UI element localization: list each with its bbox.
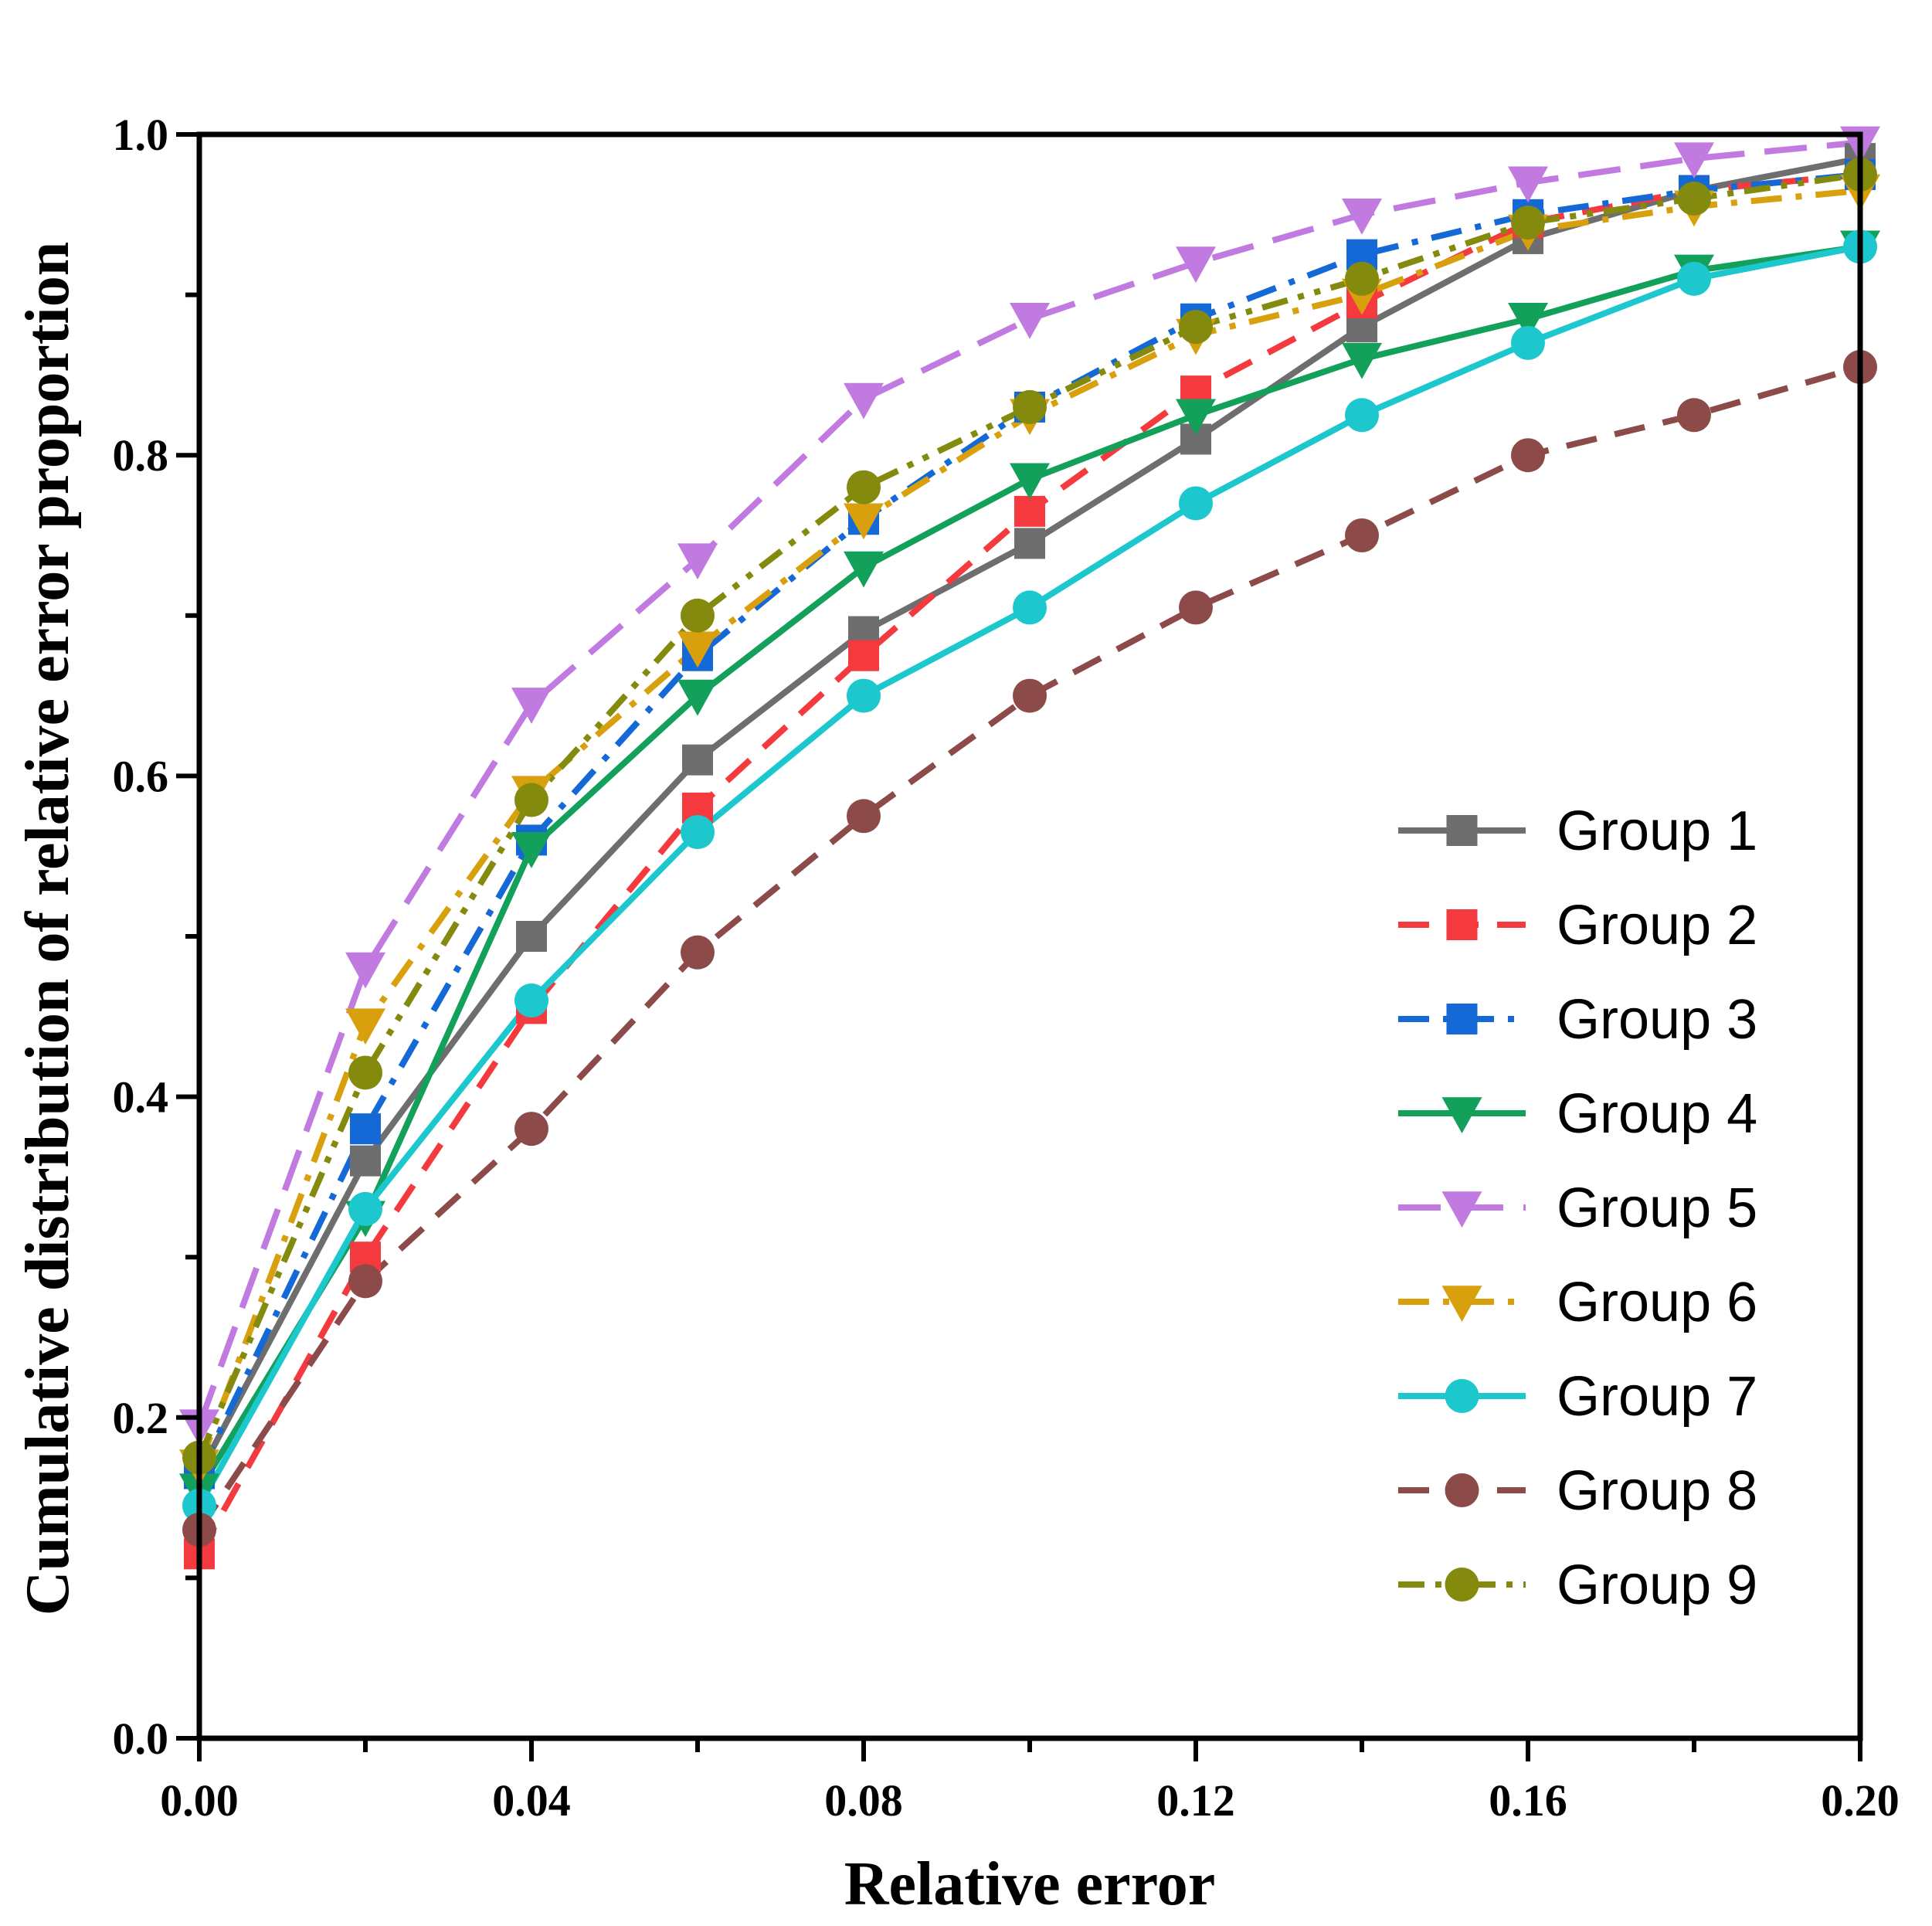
data-point-group-9 [681,598,715,633]
data-point-group-1 [350,1145,381,1177]
data-point-group-8 [1013,678,1047,713]
data-point-group-7 [1179,486,1213,521]
y-tick-label: 1.0 [113,110,169,160]
data-point-group-5 [1342,199,1382,235]
legend-marker-group-1 [1446,815,1478,846]
data-point-group-7 [348,1191,382,1226]
data-point-group-7 [1511,325,1545,360]
data-point-group-9 [1677,182,1711,216]
legend-marker-group-4 [1441,1097,1482,1133]
x-tick-label: 0.08 [824,1775,903,1826]
data-point-group-9 [847,470,881,504]
data-point-group-9 [1013,389,1047,424]
y-tick-label: 0.2 [113,1393,169,1443]
y-tick-label: 0.6 [113,751,169,801]
data-point-group-9 [1179,310,1213,345]
data-point-group-4 [677,679,718,716]
data-point-group-5 [1176,246,1216,284]
series-markers [179,126,1880,1570]
data-point-group-9 [514,783,548,817]
data-point-group-5 [1674,142,1714,179]
data-point-group-1 [516,921,547,952]
x-tick-label: 0.00 [160,1775,239,1826]
legend-label: Group 9 [1557,1554,1757,1616]
legend-marker-group-5 [1441,1191,1482,1228]
y-tick-label: 0.4 [113,1072,169,1123]
axes: 0.00 0.04 0.08 0.12 0.16 0.20 0.0 0.2 0.4 0.6 0.8 1… [113,110,1900,1826]
data-point-group-6 [345,1008,385,1045]
data-point-group-9 [348,1055,382,1090]
data-point-group-4 [1176,399,1216,436]
data-point-group-7 [1677,261,1711,296]
legend-label: Group 8 [1557,1460,1757,1522]
data-point-group-6 [844,503,884,540]
data-point-group-6 [677,631,718,668]
legend-marker-group-7 [1445,1379,1479,1413]
legend: Group 1 Group 2 Group 3 Group 4 Group 5 Group… [1398,800,1757,1616]
y-tick-label: 0.8 [113,430,169,481]
data-point-group-8 [1511,438,1545,473]
legend-label: Group 4 [1557,1083,1757,1145]
series-line-group-5 [196,139,1861,1427]
data-point-group-5 [844,382,884,420]
data-point-group-5 [511,688,552,724]
legend-label: Group 5 [1557,1177,1757,1239]
x-tick-label: 0.16 [1489,1775,1567,1826]
legend-marker-group-9 [1445,1568,1479,1602]
data-point-group-4 [511,832,552,868]
data-point-group-7 [847,678,881,713]
x-tick-label: 0.12 [1156,1775,1235,1826]
legend-label: Group 2 [1557,895,1757,956]
data-point-group-4 [1342,342,1382,379]
data-point-group-2 [1014,495,1045,527]
legend-label: Group 3 [1557,989,1757,1051]
data-point-group-5 [345,952,385,989]
data-point-group-8 [348,1264,382,1299]
legend-label: Group 6 [1557,1272,1757,1333]
data-point-group-8 [514,1112,548,1146]
data-point-group-5 [1010,302,1050,339]
y-axis-title: Cumulative distribution of relative erro… [14,242,82,1615]
data-point-group-1 [682,744,713,776]
data-point-group-8 [1345,518,1379,552]
legend-label: Group 1 [1557,800,1757,862]
data-point-group-8 [1677,398,1711,433]
data-point-group-7 [1345,398,1379,433]
data-point-group-4 [1010,463,1050,500]
data-point-group-4 [844,551,884,588]
data-point-group-3 [350,1113,381,1145]
data-point-group-7 [1013,590,1047,625]
legend-label: Group 7 [1557,1366,1757,1428]
legend-marker-group-3 [1446,1004,1478,1034]
data-point-group-2 [848,640,879,671]
data-point-group-9 [1345,261,1379,296]
data-point-group-5 [1508,166,1548,203]
legend-marker-group-6 [1441,1286,1482,1322]
y-tick-label: 0.0 [113,1714,169,1764]
legend-marker-group-2 [1446,909,1478,940]
data-point-group-4 [1508,302,1548,339]
data-point-group-5 [677,543,718,580]
x-tick-label: 0.20 [1821,1775,1900,1826]
data-point-group-8 [681,935,715,970]
series-line-group-8 [196,364,1862,1532]
series-line-group-2 [196,171,1861,1556]
data-point-group-1 [1014,528,1045,559]
data-point-group-9 [1511,206,1545,240]
data-point-group-8 [1179,590,1213,625]
data-point-group-7 [681,815,715,850]
data-point-group-8 [847,799,881,834]
legend-marker-group-8 [1445,1473,1479,1507]
x-axis-title: Relative error [844,1850,1215,1918]
data-point-group-7 [514,983,548,1018]
x-tick-label: 0.04 [492,1775,571,1826]
